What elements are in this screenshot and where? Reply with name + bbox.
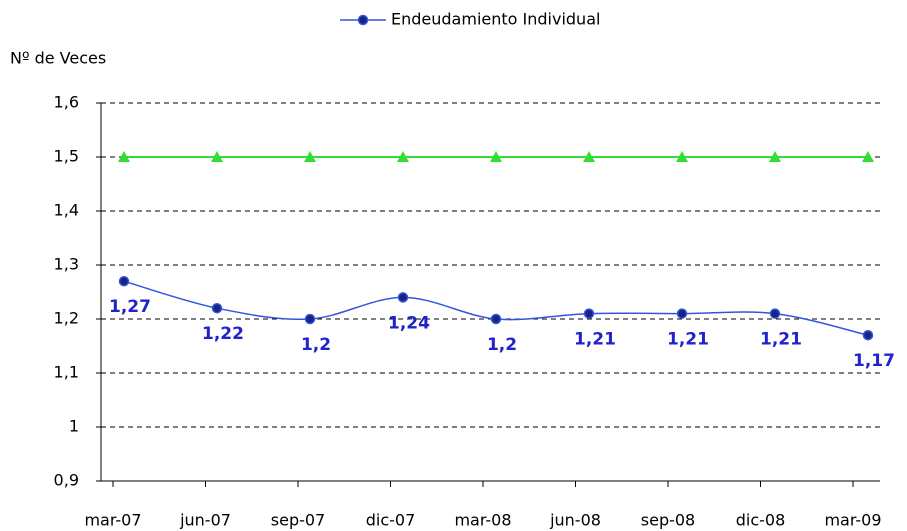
point-marker [118,275,130,287]
y-axis-title: Nº de Veces [10,49,106,68]
x-tick-label: sep-07 [271,511,325,530]
point-marker [862,329,874,341]
y-tick-label: 0,9 [54,471,79,490]
x-tick-label: mar-09 [824,511,881,530]
point-marker [769,308,781,319]
point-marker [862,151,874,162]
point-marker [304,313,316,325]
y-tick-label: 1,3 [54,255,79,274]
data-label: 1,24 [388,313,430,333]
point-marker [211,151,223,162]
point-marker [304,151,316,162]
point-marker [211,302,223,314]
data-label: 1,2 [487,335,517,355]
x-tick-label: jun-08 [549,511,601,530]
y-tick-label: 1,4 [54,201,79,220]
point-marker [676,308,688,319]
point-marker [490,313,502,325]
data-label: 1,21 [667,330,709,350]
data-label: 1,2 [301,335,331,355]
y-tick-label: 1,5 [54,147,79,166]
data-label: 1,27 [109,297,151,317]
x-tick-label: mar-08 [454,511,511,530]
point-marker [769,151,781,162]
x-tick-label: sep-08 [641,511,695,530]
data-label: 1,21 [574,330,616,350]
x-tick-label: jun-07 [179,511,231,530]
y-tick-label: 1,2 [54,309,79,328]
x-tick-label: dic-08 [736,511,786,530]
point-marker [397,151,409,162]
data-label: 1,17 [853,351,895,371]
point-marker [583,151,595,162]
legend-label: Endeudamiento Individual [391,10,600,29]
y-tick-label: 1,6 [54,93,79,112]
data-label: 1,22 [202,324,244,344]
point-marker [583,308,595,319]
point-marker [397,292,409,303]
y-tick-label: 1 [69,417,79,436]
y-tick-label: 1,1 [54,363,79,382]
data-label: 1,21 [760,330,802,350]
x-tick-label: dic-07 [366,511,416,530]
legend-marker [357,14,369,26]
point-marker [118,151,130,162]
x-tick-label: mar-07 [84,511,141,530]
point-marker [490,151,502,162]
point-marker [676,151,688,162]
